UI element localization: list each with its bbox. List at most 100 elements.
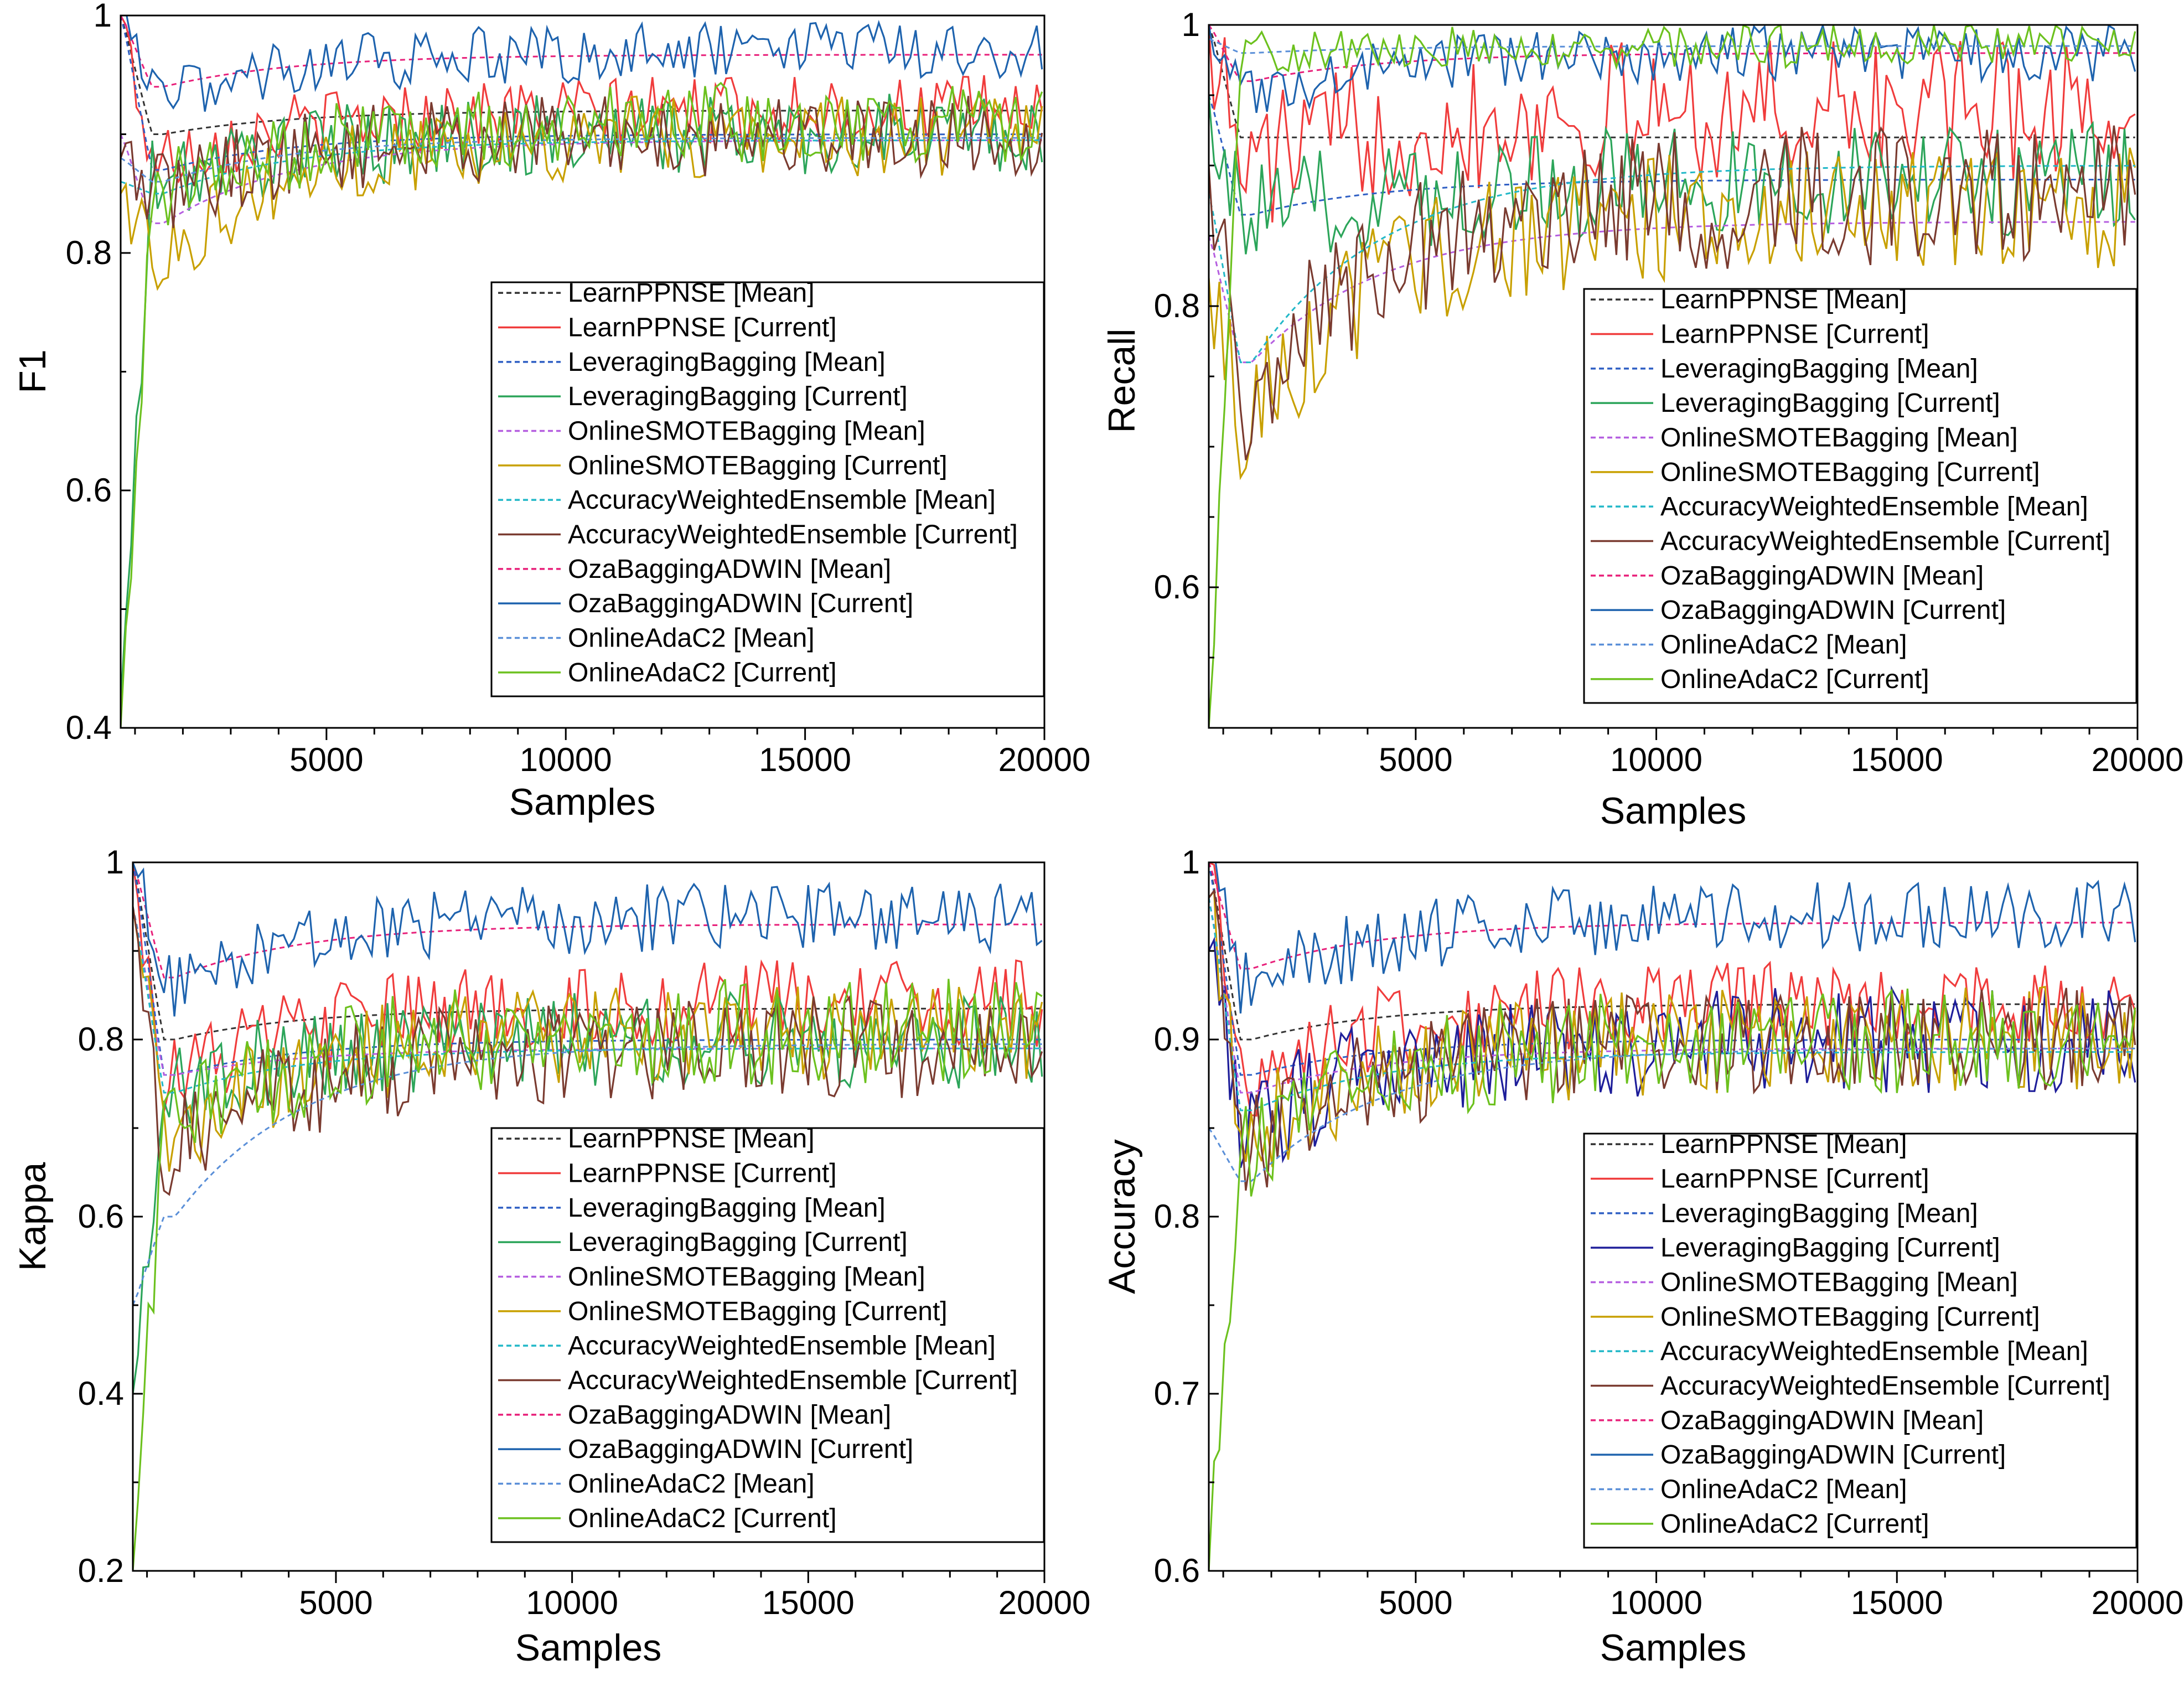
recall-legend-label-onlinesmotebagging-mean: OnlineSMOTEBagging [Mean] <box>1660 423 2018 453</box>
f1-y-tick-label: 0.4 <box>66 709 112 746</box>
kappa-legend-label-ozabaggingadwin-current: OzaBaggingADWIN [Current] <box>568 1435 913 1464</box>
accuracy-legend-label-ozabaggingadwin-current: OzaBaggingADWIN [Current] <box>1660 1440 2006 1470</box>
recall-x-tick-label: 20000 <box>2092 741 2184 778</box>
kappa-series-ozabaggingadwin-current <box>133 862 1043 1017</box>
f1-legend-label-learnppnse-current: LearnPPNSE [Current] <box>568 313 837 343</box>
kappa-legend-label-leveragingbagging-mean: LeveragingBagging [Mean] <box>568 1193 886 1223</box>
recall-series-onlineadac2-current <box>1209 25 2136 728</box>
kappa-series-learnppnse-current <box>133 862 1043 1112</box>
accuracy-x-axis-label: Samples <box>1600 1627 1747 1669</box>
accuracy-x-tick-label: 5000 <box>1379 1584 1452 1621</box>
kappa-y-tick-label: 0.4 <box>78 1375 124 1412</box>
accuracy-series-lines <box>1209 862 2136 1571</box>
kappa-legend-box <box>490 1127 1045 1543</box>
accuracy-series-accuracyweightedensemble-mean <box>1209 897 2135 1111</box>
kappa-legend-label-accuracyweightedensemble-current: AccuracyWeightedEnsemble [Current] <box>568 1366 1018 1395</box>
kappa-x-tick-label: 20000 <box>998 1584 1091 1621</box>
recall-legend: LearnPPNSE [Mean] LearnPPNSE [Current] Lev… <box>1583 285 2138 704</box>
accuracy-legend-label-learnppnse-mean: LearnPPNSE [Mean] <box>1660 1130 1907 1159</box>
recall-series-leveragingbagging-current <box>1209 95 2136 255</box>
kappa-series-lines <box>133 862 1043 1571</box>
accuracy-legend-label-onlineadac2-mean: OnlineAdaC2 [Mean] <box>1660 1475 1907 1504</box>
accuracy-y-tick-label: 0.6 <box>1154 1552 1200 1589</box>
f1-chart: 5000 10000 15000 20000 0.4 0.6 0.8 1 F1 Samples… <box>12 0 1090 823</box>
f1-legend-label-ozabaggingadwin-mean: OzaBaggingADWIN [Mean] <box>568 555 891 584</box>
accuracy-ticks: 5000 10000 15000 20000 0.6 0.7 0.8 0.9 1 <box>1154 844 2184 1621</box>
accuracy-y-tick-label: 0.8 <box>1154 1198 1200 1235</box>
f1-legend-label-learnppnse-mean: LearnPPNSE [Mean] <box>568 278 815 308</box>
f1-x-tick-label: 5000 <box>289 741 363 778</box>
f1-x-tick-label: 20000 <box>998 741 1091 778</box>
f1-x-tick-label: 15000 <box>759 741 851 778</box>
f1-y-tick-label: 1 <box>94 0 112 34</box>
accuracy-series-onlineadac2-mean <box>1209 1047 2135 1182</box>
kappa-legend-label-onlinesmotebagging-current: OnlineSMOTEBagging [Current] <box>568 1297 948 1326</box>
kappa-y-tick-label: 0.8 <box>78 1021 124 1058</box>
f1-series-onlineadac2-current <box>121 81 1043 728</box>
kappa-y-tick-label: 0.6 <box>78 1198 124 1235</box>
recall-y-tick-label: 0.6 <box>1154 568 1200 606</box>
f1-legend-label-leveragingbagging-current: LeveragingBagging [Current] <box>568 382 908 411</box>
accuracy-legend-label-onlinesmotebagging-current: OnlineSMOTEBagging [Current] <box>1660 1302 2040 1332</box>
accuracy-legend-label-accuracyweightedensemble-current: AccuracyWeightedEnsemble [Current] <box>1660 1372 2110 1401</box>
kappa-series-onlinesmotebagging-current <box>133 906 1043 1172</box>
accuracy-legend: LearnPPNSE [Mean] LearnPPNSE [Current] Lev… <box>1583 1130 2138 1549</box>
accuracy-legend-label-leveragingbagging-current: LeveragingBagging [Current] <box>1660 1233 2000 1263</box>
recall-legend-label-accuracyweightedensemble-current: AccuracyWeightedEnsemble [Current] <box>1660 527 2110 556</box>
f1-legend-box <box>490 281 1045 697</box>
accuracy-legend-label-learnppnse-current: LearnPPNSE [Current] <box>1660 1165 1929 1194</box>
f1-legend-label-accuracyweightedensemble-mean: AccuracyWeightedEnsemble [Mean] <box>568 485 996 515</box>
accuracy-y-tick-label: 0.7 <box>1154 1375 1200 1412</box>
f1-legend-label-onlineadac2-mean: OnlineAdaC2 [Mean] <box>568 624 815 653</box>
accuracy-legend-label-leveragingbagging-mean: LeveragingBagging [Mean] <box>1660 1199 1978 1228</box>
recall-y-tick-label: 1 <box>1182 6 1200 43</box>
accuracy-y-axis-label: Accuracy <box>1101 1139 1143 1294</box>
recall-x-tick-label: 10000 <box>1610 741 1702 778</box>
f1-legend-label-leveragingbagging-mean: LeveragingBagging [Mean] <box>568 348 886 377</box>
f1-series-ozabaggingadwin-current <box>121 15 1043 112</box>
kappa-legend-label-learnppnse-mean: LearnPPNSE [Mean] <box>568 1124 815 1154</box>
kappa-legend-label-leveragingbagging-current: LeveragingBagging [Current] <box>568 1228 908 1257</box>
f1-series-lines <box>121 15 1043 728</box>
f1-legend-label-accuracyweightedensemble-current: AccuracyWeightedEnsemble [Current] <box>568 520 1018 550</box>
kappa-legend-label-ozabaggingadwin-mean: OzaBaggingADWIN [Mean] <box>568 1400 891 1430</box>
accuracy-series-leveragingbagging-current <box>1209 936 2136 1168</box>
recall-legend-label-onlinesmotebagging-current: OnlineSMOTEBagging [Current] <box>1660 458 2040 487</box>
accuracy-x-tick-label: 20000 <box>2092 1584 2184 1621</box>
recall-legend-label-ozabaggingadwin-mean: OzaBaggingADWIN [Mean] <box>1660 561 1984 591</box>
kappa-legend: LearnPPNSE [Mean] LearnPPNSE [Current] Lev… <box>490 1124 1045 1543</box>
f1-legend-label-onlinesmotebagging-mean: OnlineSMOTEBagging [Mean] <box>568 417 925 446</box>
kappa-y-tick-label: 0.2 <box>78 1552 124 1589</box>
recall-legend-label-learnppnse-current: LearnPPNSE [Current] <box>1660 320 1929 349</box>
recall-legend-label-onlineadac2-mean: OnlineAdaC2 [Mean] <box>1660 630 1907 660</box>
recall-legend-label-accuracyweightedensemble-mean: AccuracyWeightedEnsemble [Mean] <box>1660 492 2088 521</box>
kappa-x-tick-label: 5000 <box>299 1584 372 1621</box>
kappa-x-tick-label: 15000 <box>762 1584 855 1621</box>
kappa-legend-label-onlineadac2-current: OnlineAdaC2 [Current] <box>568 1504 837 1533</box>
f1-legend-label-onlineadac2-current: OnlineAdaC2 [Current] <box>568 658 837 687</box>
kappa-y-axis-label: Kappa <box>12 1162 54 1271</box>
recall-series-lines <box>1209 25 2136 728</box>
kappa-chart: 5000 10000 15000 20000 0.2 0.4 0.6 0.8 1 Kappa S… <box>12 844 1090 1669</box>
f1-series-accuracyweightedensemble-mean <box>121 139 1042 195</box>
f1-y-tick-label: 0.6 <box>66 472 112 509</box>
accuracy-x-tick-label: 15000 <box>1851 1584 1943 1621</box>
recall-x-axis-label: Samples <box>1600 790 1747 832</box>
kappa-series-onlineadac2-current <box>133 979 1043 1571</box>
f1-ticks: 5000 10000 15000 20000 0.4 0.6 0.8 1 <box>66 0 1091 778</box>
recall-chart: 5000 10000 15000 20000 0.6 0.8 1 Recall Sample… <box>1101 6 2183 832</box>
kappa-x-tick-label: 10000 <box>526 1584 618 1621</box>
recall-series-onlinesmotebagging-mean <box>1209 221 2135 364</box>
kappa-x-axis-label: Samples <box>515 1627 662 1669</box>
accuracy-series-onlineadac2-current <box>1209 988 2136 1571</box>
accuracy-series-learnppnse-current <box>1209 862 2136 1117</box>
f1-legend-label-ozabaggingadwin-current: OzaBaggingADWIN [Current] <box>568 589 913 618</box>
recall-ticks: 5000 10000 15000 20000 0.6 0.8 1 <box>1154 6 2184 778</box>
f1-legend: LearnPPNSE [Mean] LearnPPNSE [Current] Lev… <box>490 278 1045 697</box>
kappa-legend-label-accuracyweightedensemble-mean: AccuracyWeightedEnsemble [Mean] <box>568 1331 996 1361</box>
recall-x-tick-label: 5000 <box>1379 741 1452 778</box>
accuracy-legend-label-onlineadac2-current: OnlineAdaC2 [Current] <box>1660 1509 1929 1539</box>
recall-legend-label-ozabaggingadwin-current: OzaBaggingADWIN [Current] <box>1660 596 2006 625</box>
kappa-legend-label-learnppnse-current: LearnPPNSE [Current] <box>568 1159 837 1188</box>
